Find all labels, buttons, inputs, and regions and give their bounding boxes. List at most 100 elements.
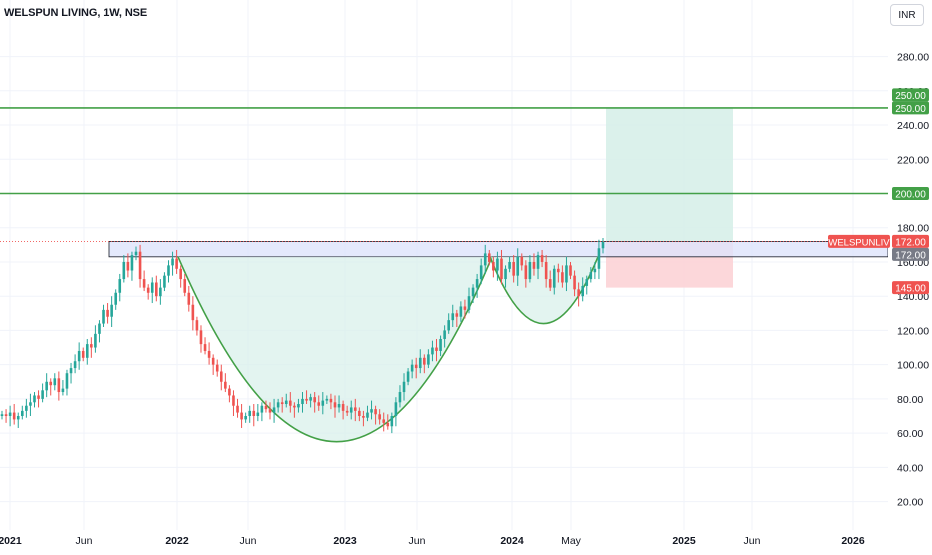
candle-body: [504, 268, 507, 280]
candle-body: [146, 287, 150, 293]
time-tick-label: May: [561, 535, 582, 547]
candle-body: [106, 309, 109, 317]
candle-body: [191, 304, 195, 321]
price-tag-250: 250.00: [895, 104, 926, 115]
price-tick-label: 280.00: [897, 52, 929, 64]
candle-body: [187, 292, 191, 305]
candle-body: [345, 410, 349, 413]
candle-body: [585, 279, 589, 286]
price-tag-200: 200.00: [895, 190, 926, 201]
candle-body: [81, 350, 85, 358]
candle-body: [548, 279, 552, 288]
candle-body: [358, 410, 361, 416]
price-tag-250-top-bg: [892, 88, 929, 102]
candle-body: [284, 400, 288, 405]
candle-body: [183, 279, 187, 293]
candle-body: [219, 371, 223, 382]
candle-body: [516, 256, 520, 276]
candle-body: [402, 381, 406, 393]
candle-body: [512, 261, 515, 276]
candle-body: [557, 268, 560, 273]
time-tick-label: Jun: [240, 535, 257, 547]
price-axis[interactable]: 20.0040.0060.0080.00100.00120.00140.0016…: [888, 0, 932, 550]
time-axis[interactable]: 2021 Jun 2022 Jun 2023 Jun 2024 May 2025 Jun 2026: [0, 535, 865, 547]
candle-body: [167, 265, 170, 276]
currency-button[interactable]: INR: [890, 4, 924, 26]
candle-body: [199, 330, 203, 345]
candle-body: [276, 402, 280, 408]
candle-body: [102, 309, 105, 324]
candle-body: [240, 412, 243, 420]
candle-body: [321, 400, 325, 406]
resistance-zone[interactable]: [108, 241, 889, 258]
candle-body: [459, 306, 463, 317]
candle-body: [467, 296, 471, 310]
cup-curve[interactable]: [177, 256, 493, 443]
candle-body: [69, 368, 73, 374]
candle-body: [362, 415, 365, 418]
price-tag-stop: 145.00: [895, 284, 926, 295]
candle-body: [475, 279, 479, 288]
candle-body: [142, 279, 146, 288]
candle-body: [390, 415, 394, 427]
price-tag-250-bg: [892, 101, 929, 115]
candle-body: [73, 361, 77, 369]
time-tick-label: Jun: [409, 535, 426, 547]
candle-body: [163, 275, 166, 288]
candle-body: [455, 313, 459, 317]
candle-body: [597, 248, 601, 269]
candle-body: [382, 419, 386, 423]
candle-body: [171, 258, 174, 266]
candle-body: [398, 392, 402, 403]
horizontal-levels[interactable]: [0, 107, 888, 242]
candle-body: [301, 398, 304, 405]
candle-body: [569, 265, 572, 276]
candle-body: [435, 347, 438, 351]
candles: [0, 237, 605, 434]
price-tick-label: 120.00: [897, 325, 929, 337]
candle-body: [378, 414, 381, 420]
candle-body: [264, 405, 268, 410]
price-tick-label: 20.00: [897, 497, 923, 509]
handle-curve[interactable]: [489, 256, 599, 325]
candle-body: [61, 388, 65, 393]
candle-body: [8, 412, 12, 416]
time-tick-label: 2026: [841, 535, 865, 547]
price-tick-label: 180.00: [897, 223, 929, 235]
candle-body: [98, 323, 101, 334]
candle-body: [333, 402, 337, 408]
candle-body: [4, 414, 8, 416]
candle-body: [236, 405, 239, 413]
time-tick-label: Jun: [744, 535, 761, 547]
symbol-tag: WELSPUNLIV: [828, 237, 890, 248]
candle-body: [443, 330, 446, 339]
candle-body: [313, 397, 316, 403]
candle-body: [532, 261, 536, 269]
candle-body: [134, 251, 138, 256]
time-tick-label: 2024: [500, 535, 524, 547]
candle-body: [57, 378, 61, 393]
price-tag-200-bg: [892, 187, 929, 200]
candle-body: [508, 261, 511, 269]
candle-body: [370, 409, 373, 413]
candle-body: [305, 398, 308, 401]
time-tick-label: 2025: [672, 535, 696, 547]
candle-body: [431, 347, 434, 355]
candle-body: [195, 320, 199, 331]
candle-body: [118, 279, 122, 293]
candle-body: [423, 357, 426, 365]
candle-body: [536, 255, 540, 269]
candle-body: [110, 304, 113, 317]
candle-body: [155, 282, 158, 297]
time-tick-label: 2023: [333, 535, 357, 547]
candle-body: [29, 402, 32, 406]
candle-body: [463, 306, 467, 310]
candle-body: [207, 350, 211, 358]
candle-body: [175, 258, 178, 269]
candle-body: [256, 412, 260, 416]
candle-body: [49, 381, 53, 386]
cup-fill: [178, 256, 492, 442]
candle-body: [524, 265, 528, 280]
